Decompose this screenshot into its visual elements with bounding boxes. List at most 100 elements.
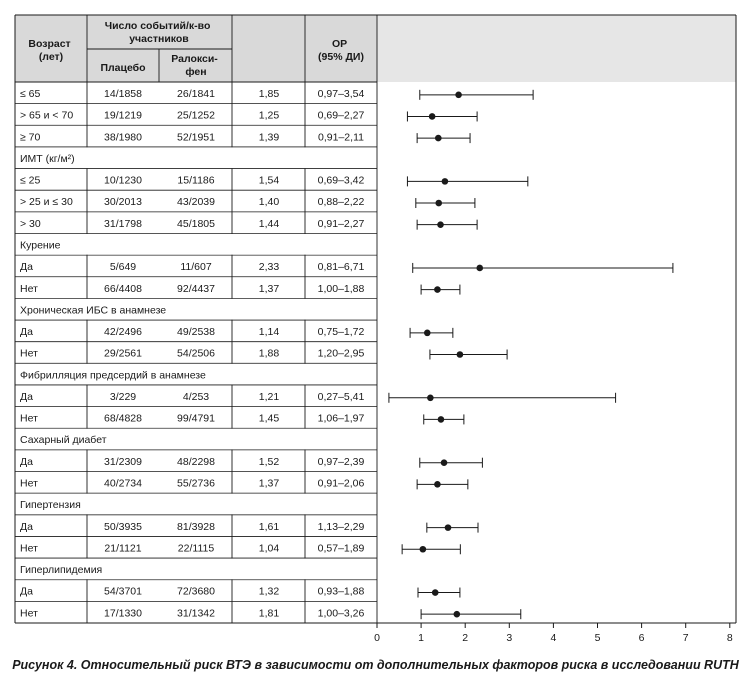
header-bg-left: [15, 15, 377, 82]
ci-value: 0,93–1,88: [318, 586, 365, 598]
x-tick-label: 0: [374, 632, 380, 644]
group-row-bg: [15, 558, 377, 580]
raloxifene-value: 81/3928: [177, 521, 215, 533]
point-estimate: [437, 416, 445, 423]
figure-caption: Рисунок 4. Относительный риск ВТЭ в зави…: [12, 658, 739, 672]
rr-value: 2,33: [259, 261, 280, 273]
ci-value: 0,91–2,27: [318, 218, 365, 230]
group-label: Курение: [20, 239, 61, 251]
rr-value: 1,39: [259, 131, 280, 143]
raloxifene-value: 31/1342: [177, 607, 215, 619]
rr-value: 1,21: [259, 391, 280, 403]
raloxifene-value: 54/2506: [177, 348, 215, 360]
group-label: ИМТ (кг/м²): [20, 153, 75, 165]
x-tick-label: 4: [550, 632, 556, 644]
point-estimate: [453, 610, 461, 618]
raloxifene-value: 15/1186: [177, 175, 214, 187]
ci-value: 0,97–3,54: [318, 88, 365, 100]
point-estimate: [456, 351, 464, 358]
point-estimate: [434, 134, 442, 142]
row-label: > 30: [20, 218, 41, 230]
row-label: Нет: [20, 542, 38, 554]
rr-value: 1,37: [259, 283, 280, 295]
x-tick-label: 7: [683, 632, 689, 644]
x-tick-label: 2: [462, 632, 468, 644]
point-estimate: [455, 91, 462, 99]
header-ralox-label: Ралокси- фен: [171, 53, 220, 78]
placebo-value: 3/229: [110, 391, 136, 403]
placebo-value: 50/3935: [104, 521, 142, 533]
row-label: ≤ 65: [20, 88, 41, 100]
raloxifene-value: 43/2039: [177, 196, 215, 208]
point-estimate: [440, 459, 448, 467]
ci-value: 1,06–1,97: [318, 413, 365, 425]
ci-value: 0,97–2,39: [318, 456, 365, 468]
raloxifene-value: 45/1805: [177, 218, 215, 230]
raloxifene-value: 49/2538: [177, 326, 215, 338]
ci-value: 1,20–2,95: [318, 348, 365, 360]
row-label: Нет: [20, 283, 38, 295]
placebo-value: 31/1798: [104, 218, 142, 230]
header-events-label: Число событий/к-во участников: [105, 20, 214, 45]
raloxifene-value: 92/4437: [177, 283, 215, 295]
header-or-line1: ОР: [332, 38, 347, 50]
group-row-bg: [15, 147, 377, 169]
header-age-line2: (лет): [39, 51, 63, 63]
placebo-value: 29/2561: [104, 348, 142, 360]
header-age-label: Возраст (лет): [28, 38, 73, 63]
row-label: > 25 и ≤ 30: [20, 196, 73, 208]
raloxifene-value: 55/2736: [177, 478, 215, 490]
raloxifene-value: 99/4791: [177, 413, 215, 425]
point-estimate: [435, 199, 443, 207]
header-bg-right: [377, 15, 736, 82]
ci-value: 0,27–5,41: [318, 391, 365, 403]
point-estimate: [441, 178, 449, 185]
placebo-value: 30/2013: [104, 196, 142, 208]
placebo-value: 40/2734: [104, 478, 142, 490]
point-estimate: [427, 394, 434, 402]
header-ralox-line1: Ралокси-: [171, 53, 218, 65]
header-or-line2: (95% ДИ): [318, 51, 364, 63]
ci-value: 1,00–3,26: [318, 607, 365, 619]
group-label: Фибрилляция предсердий в анамнезе: [20, 369, 206, 381]
table-rows: ≤ 65 14/1858 26/1841 1,85 0,97–3,54 > 65 и < …: [15, 88, 377, 619]
point-estimate: [444, 524, 452, 531]
point-estimate: [423, 329, 431, 337]
ci-value: 0,69–2,27: [318, 110, 365, 122]
point-estimate: [434, 481, 441, 488]
placebo-value: 66/4408: [104, 283, 142, 295]
ci-value: 1,13–2,29: [318, 521, 365, 533]
rr-value: 1,54: [259, 175, 280, 187]
x-tick-label: 6: [639, 632, 645, 644]
point-estimate: [437, 221, 444, 228]
row-label: ≥ 70: [20, 131, 41, 143]
point-estimate: [419, 545, 427, 553]
row-label: Нет: [20, 607, 38, 619]
group-row-bg: [15, 363, 377, 385]
placebo-value: 5/649: [110, 261, 136, 273]
rr-value: 1,40: [259, 196, 280, 208]
rr-value: 1,52: [259, 456, 280, 468]
raloxifene-value: 48/2298: [177, 456, 215, 468]
raloxifene-value: 25/1252: [177, 110, 215, 122]
placebo-value: 17/1330: [104, 607, 142, 619]
row-label: Да: [20, 586, 33, 598]
rr-value: 1,04: [259, 542, 280, 554]
point-estimate: [431, 589, 439, 596]
placebo-value: 14/1858: [104, 88, 142, 100]
point-estimate: [476, 264, 484, 272]
header-placebo-label: Плацебо: [100, 62, 145, 74]
group-row-bg: [15, 298, 377, 320]
ci-value: 0,75–1,72: [318, 326, 365, 338]
placebo-value: 54/3701: [104, 586, 142, 598]
raloxifene-value: 4/253: [183, 391, 209, 403]
row-label: Да: [20, 326, 33, 338]
rr-value: 1,81: [259, 607, 280, 619]
x-tick-label: 8: [727, 632, 733, 644]
rr-value: 1,61: [259, 521, 280, 533]
group-row-bg: [15, 233, 377, 255]
group-label: Сахарный диабет: [20, 434, 107, 446]
placebo-value: 68/4828: [104, 413, 142, 425]
row-label: Нет: [20, 348, 38, 360]
